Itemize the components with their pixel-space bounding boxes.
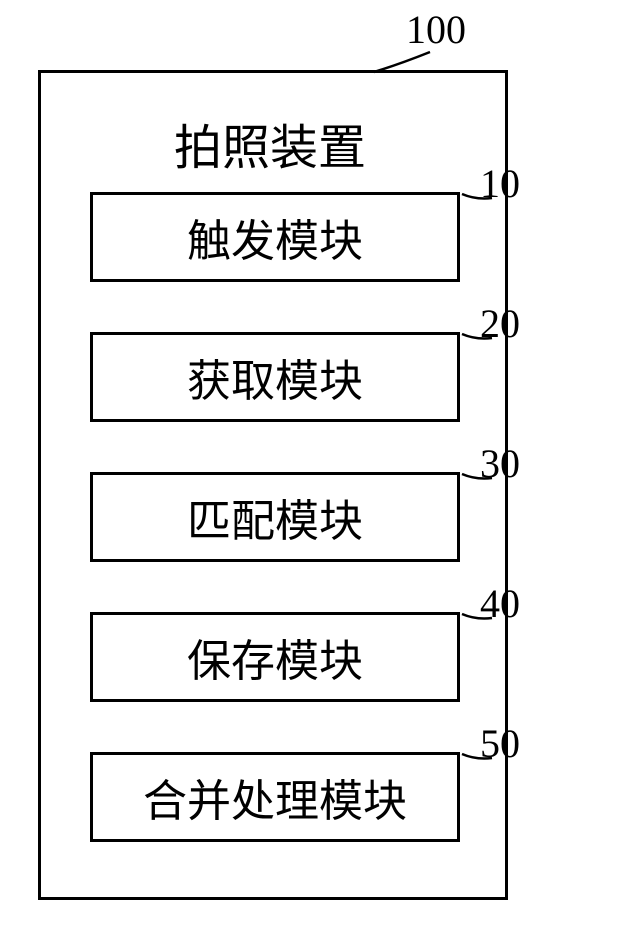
module-leader-line [0,0,630,935]
diagram-canvas: 100 拍照装置 触发模块 10 获取模块 20 匹配模块 30 保存模块 40 [0,0,630,935]
